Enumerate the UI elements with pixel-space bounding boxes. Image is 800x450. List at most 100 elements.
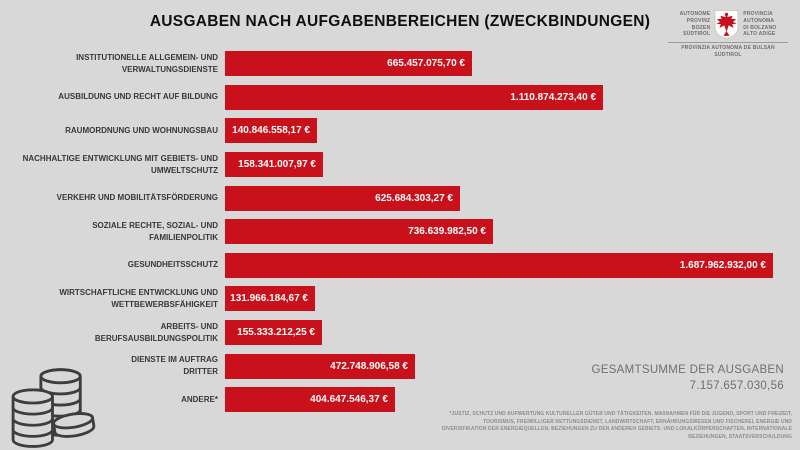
footnote-line: DIVERSIFIKATION DER ENERGIEQUELLEN, BEZI… — [441, 426, 792, 432]
footnote-line: *JUSTIZ, SCHUTZ UND AUFWERTUNG KULTURELL… — [449, 411, 792, 417]
chart-row: ARBEITS- UND BERUFSAUSBILDUNGSPOLITIK 155.… — [0, 316, 800, 350]
value-bar: 665.457.075,70 € — [225, 51, 472, 77]
total-label: GESAMTSUMME DER AUSGABEN — [591, 364, 784, 376]
total-value: 7.157.657.030,56 — [689, 380, 784, 392]
logo-text-german-line: SÜDTIROL — [683, 31, 711, 38]
value-bar: 472.748.906,58 € — [225, 353, 415, 379]
bar-track: 472.748.906,58 € — [225, 353, 800, 379]
chart-row: NACHHALTIGE ENTWICKLUNG MIT GEBIETS- UND… — [0, 148, 800, 182]
value-label: 472.748.906,58 € — [330, 360, 408, 372]
footnote: *JUSTIZ, SCHUTZ UND AUFWERTUNG KULTURELL… — [442, 411, 792, 441]
chart-row: WIRTSCHAFTLICHE ENTWICKLUNG UND WETTBEWER… — [0, 282, 800, 316]
category-label: SOZIALE RECHTE, SOZIAL- UND FAMILIENPOLIT… — [0, 220, 225, 244]
value-bar: 625.684.303,27 € — [225, 185, 460, 211]
category-label: ARBEITS- UND BERUFSAUSBILDUNGSPOLITIK — [0, 321, 225, 345]
coin-stack-front — [11, 388, 54, 448]
chart-title: AUSGABEN NACH AUFGABENBEREICHEN (ZWECKBI… — [149, 13, 651, 30]
bar-chart: INSTITUTIONELLE ALLGEMEIN- UND VERWALTUNG… — [0, 47, 800, 417]
province-logo: AUTONOME PROVINZ BOZEN SÜDTIROL PROVINCIA AU… — [666, 10, 790, 59]
bar-track: 140.846.558,17 € — [225, 118, 800, 144]
value-bar: 158.341.007,97 € — [225, 152, 323, 178]
category-label: VERKEHR UND MOBILITÄTSFÖRDERUNG — [0, 192, 225, 204]
bar-track: 155.333.212,25 € — [225, 320, 800, 346]
chart-row: VERKEHR UND MOBILITÄTSFÖRDERUNG 625.684.3… — [0, 181, 800, 215]
category-label: DIENSTE IM AUFTRAG DRITTER — [0, 354, 225, 378]
logo-text-italian-line: DI BOLZANO — [743, 24, 777, 31]
category-label-line: NACHHALTIGE ENTWICKLUNG MIT GEBIETS- UND — [22, 153, 218, 163]
logo-text-ladin-line: SÜDTIROL — [714, 51, 742, 58]
logo-text-german-line: BOZEN — [691, 24, 711, 31]
category-label: GESUNDHEITSSCHUTZ — [0, 259, 225, 271]
category-label-line: WETTBEWERBSFÄHIGKEIT — [111, 299, 218, 309]
bar-track: 1.110.874.273,40 € — [225, 84, 800, 110]
category-label-line: VERWALTUNGSDIENSTE — [121, 64, 218, 74]
value-bar: 140.846.558,17 € — [225, 118, 317, 144]
chart-row: SOZIALE RECHTE, SOZIAL- UND FAMILIENPOLIT… — [0, 215, 800, 249]
value-label: 625.684.303,27 € — [375, 192, 453, 204]
category-label-line: INSTITUTIONELLE ALLGEMEIN- UND — [76, 52, 218, 62]
chart-row: GESUNDHEITSSCHUTZ 1.687.962.932,00 € — [0, 249, 800, 283]
logo-text-german-line: AUTONOME — [679, 11, 711, 17]
category-label: ANDERE* — [0, 394, 225, 406]
tyrol-eagle-icon — [715, 10, 739, 39]
bar-track: 1.687.962.932,00 € — [225, 252, 800, 278]
value-label: 158.341.007,97 € — [238, 159, 316, 171]
total-block: GESAMTSUMME DER AUSGABEN 7.157.657.030,5… — [591, 364, 784, 392]
chart-row: INSTITUTIONELLE ALLGEMEIN- UND VERWALTUNG… — [0, 47, 800, 81]
category-label-line: ARBEITS- UND — [160, 321, 218, 331]
category-label: INSTITUTIONELLE ALLGEMEIN- UND VERWALTUNG… — [0, 52, 225, 76]
value-label: 155.333.212,25 € — [237, 327, 315, 339]
value-label: 736.639.982,50 € — [408, 226, 486, 238]
category-label-line: GESUNDHEITSSCHUTZ — [127, 260, 218, 270]
footnote-line: TOURISMUS, FREIWILLIGER RETTUNGSDIENST, … — [483, 418, 792, 425]
logo-text-italian-line: AUTONOMA — [743, 17, 775, 24]
logo-text-german-line: PROVINZ — [686, 17, 711, 24]
category-label-line: RAUMORDNUNG UND WOHNUNGSBAU — [65, 125, 218, 135]
value-bar: 131.966.184,67 € — [225, 286, 315, 312]
value-bar: 1.110.874.273,40 € — [225, 84, 603, 110]
logo-divider — [668, 42, 788, 43]
bar-track: 736.639.982,50 € — [225, 219, 800, 245]
logo-text-ladin-line: PROVINZIA AUTONOMA DE BULSAN — [681, 45, 775, 51]
coin-tilted — [52, 412, 96, 438]
logo-text-german: AUTONOME PROVINZ BOZEN SÜDTIROL — [680, 11, 711, 38]
chart-row: RAUMORDNUNG UND WOHNUNGSBAU 140.846.558,1… — [0, 114, 800, 148]
logo-text-italian-line: PROVINCIA — [743, 11, 773, 17]
value-bar: 1.687.962.932,00 € — [225, 252, 773, 278]
chart-row: ANDERE* 404.647.546,37 € — [0, 383, 800, 417]
category-label-line: VERKEHR UND MOBILITÄTSFÖRDERUNG — [56, 193, 218, 203]
value-label: 140.846.558,17 € — [232, 125, 310, 137]
category-label-line: ANDERE* — [181, 394, 218, 404]
bar-track: 131.966.184,67 € — [225, 286, 800, 312]
category-label-line: FAMILIENPOLITIK — [149, 232, 218, 242]
chart-row: DIENSTE IM AUFTRAG DRITTER 472.748.906,58 … — [0, 349, 800, 383]
coins-icon — [11, 368, 96, 448]
logo-text-italian-line: ALTO ADIGE — [743, 31, 776, 38]
category-label-line: DIENSTE IM AUFTRAG — [131, 355, 218, 365]
logo-text-italian: PROVINCIA AUTONOMA DI BOLZANO ALTO ADIGE — [743, 11, 776, 38]
value-bar: 155.333.212,25 € — [225, 320, 322, 346]
category-label-line: WIRTSCHAFTLICHE ENTWICKLUNG UND — [59, 287, 218, 297]
value-bar: 736.639.982,50 € — [225, 219, 493, 245]
value-label: 1.687.962.932,00 € — [679, 259, 766, 271]
chart-row: AUSBILDUNG UND RECHT AUF BILDUNG 1.110.87… — [0, 81, 800, 115]
logo-trilingual-row: AUTONOME PROVINZ BOZEN SÜDTIROL PROVINCIA AU… — [666, 10, 790, 39]
value-bar: 404.647.546,37 € — [225, 387, 395, 413]
category-label-line: DRITTER — [183, 367, 218, 377]
bar-track: 665.457.075,70 € — [225, 51, 800, 77]
category-label: RAUMORDNUNG UND WOHNUNGSBAU — [0, 125, 225, 137]
logo-text-ladin: PROVINZIA AUTONOMA DE BULSAN SÜDTIROL — [666, 45, 790, 59]
category-label-line: AUSBILDUNG UND RECHT AUF BILDUNG — [58, 92, 218, 102]
category-label-line: SOZIALE RECHTE, SOZIAL- UND — [92, 220, 218, 230]
bar-track: 158.341.007,97 € — [225, 152, 800, 178]
category-label: AUSBILDUNG UND RECHT AUF BILDUNG — [0, 91, 225, 103]
value-label: 131.966.184,67 € — [230, 293, 308, 305]
bar-track: 625.684.303,27 € — [225, 185, 800, 211]
bar-track: 404.647.546,37 € — [225, 387, 800, 413]
category-label-line: UMWELTSCHUTZ — [151, 165, 218, 175]
value-label: 404.647.546,37 € — [310, 394, 388, 406]
value-label: 1.110.874.273,40 € — [510, 91, 596, 103]
category-label: NACHHALTIGE ENTWICKLUNG MIT GEBIETS- UND… — [0, 153, 225, 177]
footnote-line: BEZIEHUNGEN, STAATSVERSCHULDUNG — [688, 433, 792, 440]
